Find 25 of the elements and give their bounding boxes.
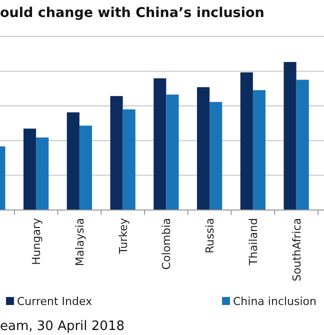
- x-tick-label: Turkey: [116, 218, 130, 255]
- x-tick-label: SouthAfrica: [290, 218, 304, 282]
- x-tick-label: Russia: [204, 218, 217, 254]
- x-tick-label: Malaysia: [73, 218, 86, 266]
- text: eam, 30 April 2018: [0, 319, 124, 334]
- bar: [154, 78, 166, 210]
- bar: [66, 112, 80, 210]
- legend-label: Current Index: [17, 295, 93, 308]
- bar: [23, 128, 36, 210]
- bar: [110, 96, 123, 210]
- bar: [240, 72, 253, 210]
- chart-title: ould change with China’s inclusion: [0, 5, 264, 21]
- legend-label: China inclusion: [233, 295, 317, 308]
- bar: [166, 94, 179, 210]
- bar: [196, 87, 210, 210]
- x-tick-label: Hungary: [30, 218, 44, 265]
- bar: [79, 126, 92, 210]
- bar: [252, 90, 266, 210]
- bar: [122, 109, 136, 210]
- bar: [284, 62, 296, 210]
- bar: [296, 80, 309, 210]
- bar: [210, 102, 222, 210]
- bar: [36, 137, 49, 210]
- x-tick-label: Thailand: [246, 218, 260, 266]
- x-tick-label: Colombia: [160, 218, 174, 270]
